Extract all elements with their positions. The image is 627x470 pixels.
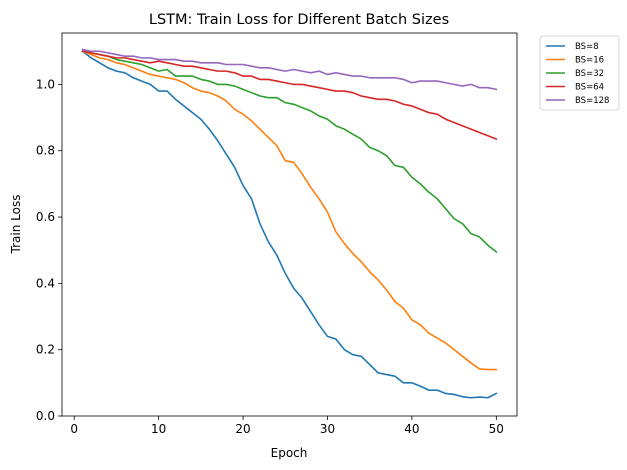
legend: BS=8 BS=16 BS=32 BS=64 BS=128 bbox=[539, 35, 620, 111]
y-tick-label: 0.6 bbox=[36, 210, 55, 224]
x-tick-label: 20 bbox=[235, 422, 250, 436]
series-line-4 bbox=[81, 48, 498, 91]
legend-box bbox=[539, 35, 620, 111]
x-tick-label: 10 bbox=[151, 422, 166, 436]
legend-label-4: BS=128 bbox=[575, 96, 609, 106]
x-tick-label: 0 bbox=[70, 422, 78, 436]
y-tick-label: 1.0 bbox=[36, 77, 55, 91]
series-line-0 bbox=[81, 50, 498, 399]
series-lines bbox=[81, 48, 498, 399]
series-line-3 bbox=[81, 50, 498, 141]
plot-frame bbox=[61, 32, 518, 417]
x-axis-label: Epoch bbox=[271, 446, 308, 460]
x-axis-ticks: 0 10 20 30 40 50 bbox=[70, 416, 504, 436]
legend-label-2: BS=32 bbox=[575, 69, 604, 79]
legend-label-3: BS=64 bbox=[575, 83, 604, 93]
y-tick-label: 0.4 bbox=[36, 276, 55, 290]
chart-title: LSTM: Train Loss for Different Batch Siz… bbox=[149, 12, 449, 28]
x-tick-label: 50 bbox=[489, 422, 504, 436]
y-tick-label: 0.2 bbox=[36, 343, 55, 357]
y-tick-label: 0.0 bbox=[36, 409, 55, 423]
series-line-2 bbox=[81, 50, 498, 253]
x-tick-label: 40 bbox=[404, 422, 419, 436]
x-tick-label: 30 bbox=[320, 422, 335, 436]
legend-label-0: BS=8 bbox=[575, 42, 599, 52]
y-axis-ticks: 0.0 0.2 0.4 0.6 0.8 1.0 bbox=[36, 77, 62, 423]
legend-label-1: BS=16 bbox=[575, 56, 604, 66]
series-line-1 bbox=[81, 50, 498, 371]
y-tick-label: 0.8 bbox=[36, 144, 55, 158]
y-axis-label: Train Loss bbox=[9, 195, 23, 255]
